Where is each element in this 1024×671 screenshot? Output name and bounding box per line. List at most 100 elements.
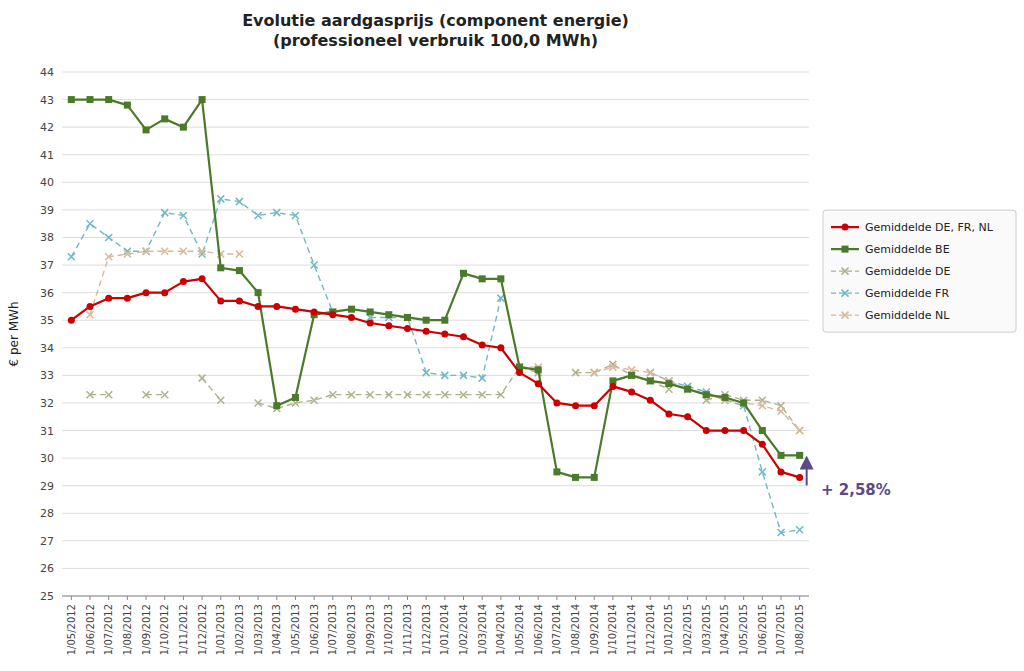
series xyxy=(68,195,803,536)
y-tick-label: 35 xyxy=(40,314,54,327)
marker xyxy=(199,375,206,382)
marker xyxy=(796,452,803,459)
x-tick xyxy=(482,596,483,600)
x-tick-label: 1/04/2014 xyxy=(495,604,506,655)
line xyxy=(90,251,800,430)
x-tick xyxy=(276,596,277,600)
grid-line xyxy=(62,99,809,100)
marker xyxy=(348,306,355,313)
x-tick-label: 1/08/2014 xyxy=(570,604,581,655)
marker xyxy=(460,270,467,277)
series xyxy=(68,275,803,481)
series xyxy=(87,248,804,434)
marker xyxy=(161,391,168,398)
y-tick-label: 39 xyxy=(40,204,54,217)
x-tick xyxy=(220,596,221,600)
grid-line xyxy=(62,237,809,238)
marker xyxy=(292,212,299,219)
x-tick xyxy=(295,596,296,600)
x-tick xyxy=(594,596,595,600)
x-tick-label: 1/02/2013 xyxy=(234,604,245,655)
x-tick-label: 1/09/2014 xyxy=(589,604,600,655)
marker xyxy=(497,344,504,351)
x-tick-label: 1/08/2012 xyxy=(122,604,133,655)
marker xyxy=(124,102,131,109)
x-tick-label: 1/06/2013 xyxy=(309,604,320,655)
marker xyxy=(423,369,430,376)
line xyxy=(71,279,799,478)
x-tick xyxy=(332,596,333,600)
marker xyxy=(796,526,803,533)
marker xyxy=(703,391,710,398)
marker xyxy=(497,391,504,398)
y-tick-label: 32 xyxy=(40,397,54,410)
marker xyxy=(404,314,411,321)
x-tick xyxy=(444,596,445,600)
marker xyxy=(180,212,187,219)
marker xyxy=(385,391,392,398)
marker xyxy=(423,328,430,335)
x-tick xyxy=(108,596,109,600)
x-tick-label: 1/12/2013 xyxy=(421,604,432,655)
x-tick-label: 1/12/2014 xyxy=(645,604,656,655)
x-tick-label: 1/04/2015 xyxy=(719,604,730,655)
x-tick-label: 1/10/2014 xyxy=(607,604,618,655)
x-tick xyxy=(314,596,315,600)
annotation-arrow xyxy=(806,458,808,485)
x-tick-label: 1/11/2014 xyxy=(626,604,637,655)
legend: Gemiddelde DE, FR, NLGemiddelde BEGemidd… xyxy=(823,210,1016,332)
marker xyxy=(143,248,150,255)
plot-area xyxy=(68,96,803,536)
marker xyxy=(460,372,467,379)
marker xyxy=(647,397,654,404)
legend-marker xyxy=(842,268,849,275)
title: Evolutie aardgasprijs (component energie… xyxy=(242,11,629,50)
marker xyxy=(105,391,112,398)
marker xyxy=(460,391,467,398)
x-tick xyxy=(370,596,371,600)
marker xyxy=(665,410,672,417)
x-tick xyxy=(90,596,91,600)
series xyxy=(68,96,803,481)
x-tick xyxy=(258,596,259,600)
marker xyxy=(217,297,224,304)
marker xyxy=(759,427,766,434)
x-tick xyxy=(724,596,725,600)
x-tick xyxy=(668,596,669,600)
x-tick-label: 1/12/2012 xyxy=(197,604,208,655)
x-tick-label: 1/02/2015 xyxy=(682,604,693,655)
marker xyxy=(777,408,784,415)
grid-line xyxy=(62,182,809,183)
marker xyxy=(796,474,803,481)
x-tick xyxy=(538,596,539,600)
y-tick-label: 25 xyxy=(40,590,54,603)
y-tick-label: 37 xyxy=(40,259,54,272)
marker xyxy=(255,399,262,406)
grid-line xyxy=(62,375,809,376)
marker xyxy=(628,372,635,379)
x-tick-label: 1/05/2012 xyxy=(66,604,77,655)
grid-line xyxy=(62,292,809,293)
marker xyxy=(647,377,654,384)
marker xyxy=(199,275,206,282)
x-tick xyxy=(687,596,688,600)
marker xyxy=(273,402,280,409)
x-axis: 1/05/20121/06/20121/07/20121/08/20121/09… xyxy=(62,596,809,655)
marker xyxy=(68,96,75,103)
marker xyxy=(441,372,448,379)
marker xyxy=(87,391,94,398)
marker xyxy=(311,308,318,315)
marker xyxy=(759,402,766,409)
marker xyxy=(721,427,728,434)
marker xyxy=(255,289,262,296)
marker xyxy=(628,388,635,395)
y-tick-label: 42 xyxy=(40,121,54,134)
marker xyxy=(273,209,280,216)
marker xyxy=(684,386,691,393)
marker xyxy=(684,386,691,393)
grid-line xyxy=(62,485,809,486)
y-tick-label: 43 xyxy=(40,94,54,107)
marker xyxy=(124,295,131,302)
marker xyxy=(553,399,560,406)
x-tick xyxy=(426,596,427,600)
